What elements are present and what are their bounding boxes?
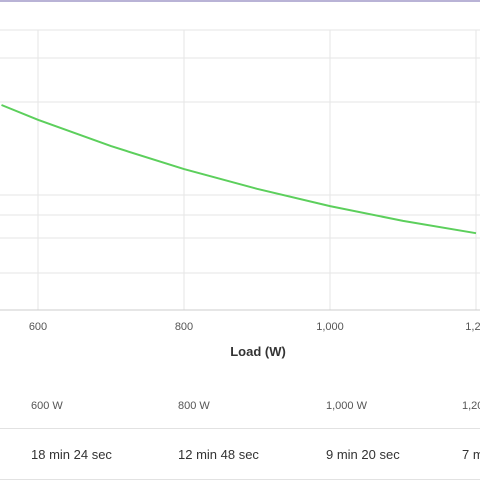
x-tick-label: 1,000	[316, 321, 344, 333]
runtime-chart: 600 800 1,000 1,20 Load (W)	[0, 29, 480, 359]
runtime-row: 18 min 24 sec 12 min 48 sec 9 min 20 sec…	[0, 429, 480, 480]
runtime-cell: 9 min 20 sec	[326, 447, 400, 462]
load-cell: 1,20	[462, 400, 480, 412]
runtime-cell: 18 min 24 sec	[31, 447, 112, 462]
runtime-cell: 12 min 48 sec	[178, 447, 259, 462]
load-cell: 600 W	[31, 400, 63, 412]
runtime-cell: 7 m	[462, 447, 480, 462]
load-row: 600 W 800 W 1,000 W 1,20	[0, 384, 480, 429]
x-tick-label: 800	[175, 321, 193, 333]
x-tick-label: 1,20	[465, 321, 480, 333]
load-cell: 1,000 W	[326, 400, 367, 412]
top-accent-rule	[0, 0, 480, 2]
runtime-table: 600 W 800 W 1,000 W 1,20 18 min 24 sec 1…	[0, 384, 480, 480]
x-axis-title: Load (W)	[230, 344, 286, 359]
x-tick-label: 600	[29, 321, 47, 333]
load-cell: 800 W	[178, 400, 210, 412]
chart-grid	[0, 29, 480, 310]
series-line	[1, 104, 477, 235]
x-tick-labels: 600 800 1,000 1,20	[29, 321, 480, 333]
